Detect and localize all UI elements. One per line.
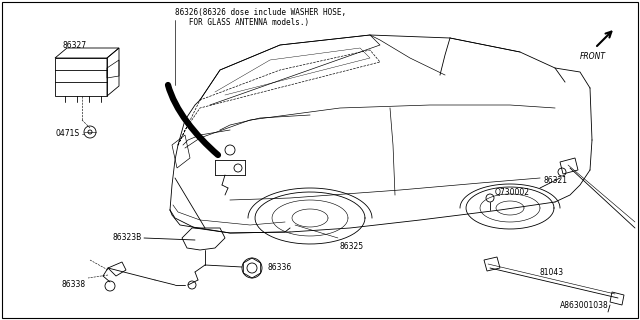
Text: 81043: 81043 xyxy=(540,268,564,277)
Text: FOR GLASS ANTENNA models.): FOR GLASS ANTENNA models.) xyxy=(175,18,309,27)
Text: Q730002: Q730002 xyxy=(495,188,530,197)
Text: 86325: 86325 xyxy=(340,242,364,251)
Text: 86321: 86321 xyxy=(543,176,567,185)
Text: 0471S: 0471S xyxy=(55,130,79,139)
Text: 86326(86326 dose include WASHER HOSE,: 86326(86326 dose include WASHER HOSE, xyxy=(175,8,346,17)
Text: 86338: 86338 xyxy=(62,280,86,289)
Text: A863001038: A863001038 xyxy=(560,301,609,310)
Text: 86327: 86327 xyxy=(63,41,87,50)
Text: FRONT: FRONT xyxy=(580,52,606,61)
Text: 86336: 86336 xyxy=(267,263,291,273)
Text: 86323B: 86323B xyxy=(113,234,142,243)
